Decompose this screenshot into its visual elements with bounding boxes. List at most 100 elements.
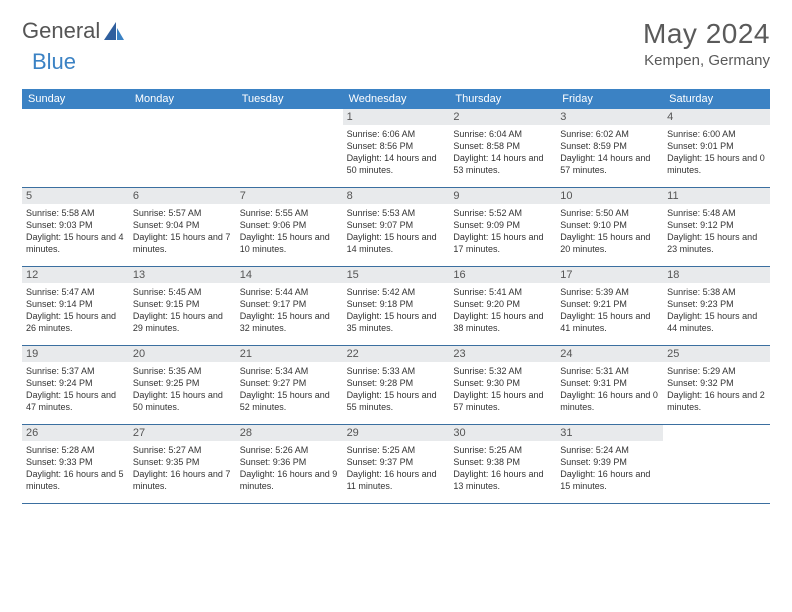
date-number: 30 <box>449 425 556 441</box>
weekday-header: Monday <box>129 89 236 109</box>
cell-details: Sunrise: 6:00 AMSunset: 9:01 PMDaylight:… <box>667 128 766 177</box>
date-number: 7 <box>236 188 343 204</box>
calendar-cell: 23 Sunrise: 5:32 AMSunset: 9:30 PMDayligh… <box>449 346 556 424</box>
calendar-cell: 15 Sunrise: 5:42 AMSunset: 9:18 PMDayligh… <box>343 267 450 345</box>
weekday-header: Wednesday <box>343 89 450 109</box>
calendar-cell: 24Sunrise: 5:31 AMSunset: 9:31 PMDayligh… <box>556 346 663 424</box>
date-number: 28 <box>236 425 343 441</box>
cell-details: Sunrise: 5:33 AMSunset: 9:28 PMDaylight:… <box>347 365 446 414</box>
date-number: 17 <box>556 267 663 283</box>
cell-details: Sunrise: 5:29 AMSunset: 9:32 PMDaylight:… <box>667 365 766 414</box>
date-number: 19 <box>22 346 129 362</box>
date-number: 15 <box>343 267 450 283</box>
calendar-cell: 11Sunrise: 5:48 AMSunset: 9:12 PMDayligh… <box>663 188 770 266</box>
calendar-cell-empty <box>22 109 129 187</box>
calendar-cell: 18Sunrise: 5:38 AMSunset: 9:23 PMDayligh… <box>663 267 770 345</box>
cell-details: Sunrise: 5:45 AMSunset: 9:15 PMDaylight:… <box>133 286 232 335</box>
calendar-cell: 12Sunrise: 5:47 AMSunset: 9:14 PMDayligh… <box>22 267 129 345</box>
calendar-cell: 28 Sunrise: 5:26 AMSunset: 9:36 PMDayligh… <box>236 425 343 503</box>
logo-sail-icon <box>104 22 124 40</box>
date-number: 2 <box>449 109 556 125</box>
calendar-cell: 26 Sunrise: 5:28 AMSunset: 9:33 PMDayligh… <box>22 425 129 503</box>
cell-details: Sunrise: 5:50 AMSunset: 9:10 PMDaylight:… <box>560 207 659 256</box>
date-number: 29 <box>343 425 450 441</box>
calendar-cell: 3 Sunrise: 6:02 AMSunset: 8:59 PMDaylight… <box>556 109 663 187</box>
date-number: 16 <box>449 267 556 283</box>
date-number: 21 <box>236 346 343 362</box>
cell-details: Sunrise: 5:53 AMSunset: 9:07 PMDaylight:… <box>347 207 446 256</box>
cell-details: Sunrise: 5:24 AMSunset: 9:39 PMDaylight:… <box>560 444 659 493</box>
cell-details: Sunrise: 5:39 AMSunset: 9:21 PMDaylight:… <box>560 286 659 335</box>
calendar-cell: 13 Sunrise: 5:45 AMSunset: 9:15 PMDayligh… <box>129 267 236 345</box>
calendar-cell: 25 Sunrise: 5:29 AMSunset: 9:32 PMDayligh… <box>663 346 770 424</box>
cell-details: Sunrise: 5:28 AMSunset: 9:33 PMDaylight:… <box>26 444 125 493</box>
date-number: 20 <box>129 346 236 362</box>
calendar-cell-empty <box>236 109 343 187</box>
date-number: 14 <box>236 267 343 283</box>
weekday-header: Sunday <box>22 89 129 109</box>
location: Kempen, Germany <box>643 52 770 69</box>
cell-details: Sunrise: 5:47 AMSunset: 9:14 PMDaylight:… <box>26 286 125 335</box>
date-number: 31 <box>556 425 663 441</box>
cell-details: Sunrise: 5:58 AMSunset: 9:03 PMDaylight:… <box>26 207 125 256</box>
weekday-header: Saturday <box>663 89 770 109</box>
logo-text-2: Blue <box>32 49 76 75</box>
calendar-cell-empty <box>129 109 236 187</box>
date-number: 1 <box>343 109 450 125</box>
date-number: 13 <box>129 267 236 283</box>
date-number: 3 <box>556 109 663 125</box>
cell-details: Sunrise: 6:06 AMSunset: 8:56 PMDaylight:… <box>347 128 446 177</box>
cell-details: Sunrise: 5:31 AMSunset: 9:31 PMDaylight:… <box>560 365 659 414</box>
date-number: 23 <box>449 346 556 362</box>
cell-details: Sunrise: 5:55 AMSunset: 9:06 PMDaylight:… <box>240 207 339 256</box>
cell-details: Sunrise: 5:38 AMSunset: 9:23 PMDaylight:… <box>667 286 766 335</box>
calendar-cell: 7 Sunrise: 5:55 AMSunset: 9:06 PMDaylight… <box>236 188 343 266</box>
calendar-cell: 31 Sunrise: 5:24 AMSunset: 9:39 PMDayligh… <box>556 425 663 503</box>
calendar-cell-empty <box>663 425 770 503</box>
date-number: 27 <box>129 425 236 441</box>
cell-details: Sunrise: 5:52 AMSunset: 9:09 PMDaylight:… <box>453 207 552 256</box>
cell-details: Sunrise: 5:42 AMSunset: 9:18 PMDaylight:… <box>347 286 446 335</box>
logo: General <box>22 18 106 44</box>
weekday-header: Thursday <box>449 89 556 109</box>
calendar-cell: 27Sunrise: 5:27 AMSunset: 9:35 PMDayligh… <box>129 425 236 503</box>
weekday-header-row: SundayMondayTuesdayWednesdayThursdayFrid… <box>22 89 770 109</box>
calendar-cell: 10 Sunrise: 5:50 AMSunset: 9:10 PMDayligh… <box>556 188 663 266</box>
cell-details: Sunrise: 5:26 AMSunset: 9:36 PMDaylight:… <box>240 444 339 493</box>
cell-details: Sunrise: 5:32 AMSunset: 9:30 PMDaylight:… <box>453 365 552 414</box>
cell-details: Sunrise: 5:25 AMSunset: 9:37 PMDaylight:… <box>347 444 446 493</box>
cell-details: Sunrise: 5:37 AMSunset: 9:24 PMDaylight:… <box>26 365 125 414</box>
weekday-header: Friday <box>556 89 663 109</box>
week-row: 19 Sunrise: 5:37 AMSunset: 9:24 PMDayligh… <box>22 346 770 425</box>
calendar-cell: 17 Sunrise: 5:39 AMSunset: 9:21 PMDayligh… <box>556 267 663 345</box>
calendar-cell: 2Sunrise: 6:04 AMSunset: 8:58 PMDaylight… <box>449 109 556 187</box>
calendar-cell: 5 Sunrise: 5:58 AMSunset: 9:03 PMDaylight… <box>22 188 129 266</box>
cell-details: Sunrise: 5:44 AMSunset: 9:17 PMDaylight:… <box>240 286 339 335</box>
date-number: 9 <box>449 188 556 204</box>
week-row: 12Sunrise: 5:47 AMSunset: 9:14 PMDayligh… <box>22 267 770 346</box>
date-number: 4 <box>663 109 770 125</box>
calendar: SundayMondayTuesdayWednesdayThursdayFrid… <box>22 89 770 504</box>
calendar-cell: 22 Sunrise: 5:33 AMSunset: 9:28 PMDayligh… <box>343 346 450 424</box>
calendar-cell: 1 Sunrise: 6:06 AMSunset: 8:56 PMDaylight… <box>343 109 450 187</box>
calendar-cell: 30 Sunrise: 5:25 AMSunset: 9:38 PMDayligh… <box>449 425 556 503</box>
cell-details: Sunrise: 5:48 AMSunset: 9:12 PMDaylight:… <box>667 207 766 256</box>
date-number: 10 <box>556 188 663 204</box>
date-number: 26 <box>22 425 129 441</box>
week-row: 1 Sunrise: 6:06 AMSunset: 8:56 PMDaylight… <box>22 109 770 188</box>
date-number: 6 <box>129 188 236 204</box>
date-number: 25 <box>663 346 770 362</box>
date-number: 22 <box>343 346 450 362</box>
month-title: May 2024 <box>643 18 770 50</box>
calendar-cell: 19 Sunrise: 5:37 AMSunset: 9:24 PMDayligh… <box>22 346 129 424</box>
title-block: May 2024 Kempen, Germany <box>643 18 770 69</box>
calendar-cell: 21 Sunrise: 5:34 AMSunset: 9:27 PMDayligh… <box>236 346 343 424</box>
cell-details: Sunrise: 5:35 AMSunset: 9:25 PMDaylight:… <box>133 365 232 414</box>
date-number: 5 <box>22 188 129 204</box>
cell-details: Sunrise: 6:02 AMSunset: 8:59 PMDaylight:… <box>560 128 659 177</box>
calendar-cell: 4 Sunrise: 6:00 AMSunset: 9:01 PMDaylight… <box>663 109 770 187</box>
cell-details: Sunrise: 5:25 AMSunset: 9:38 PMDaylight:… <box>453 444 552 493</box>
cell-details: Sunrise: 5:34 AMSunset: 9:27 PMDaylight:… <box>240 365 339 414</box>
date-number: 8 <box>343 188 450 204</box>
calendar-cell: 9 Sunrise: 5:52 AMSunset: 9:09 PMDaylight… <box>449 188 556 266</box>
